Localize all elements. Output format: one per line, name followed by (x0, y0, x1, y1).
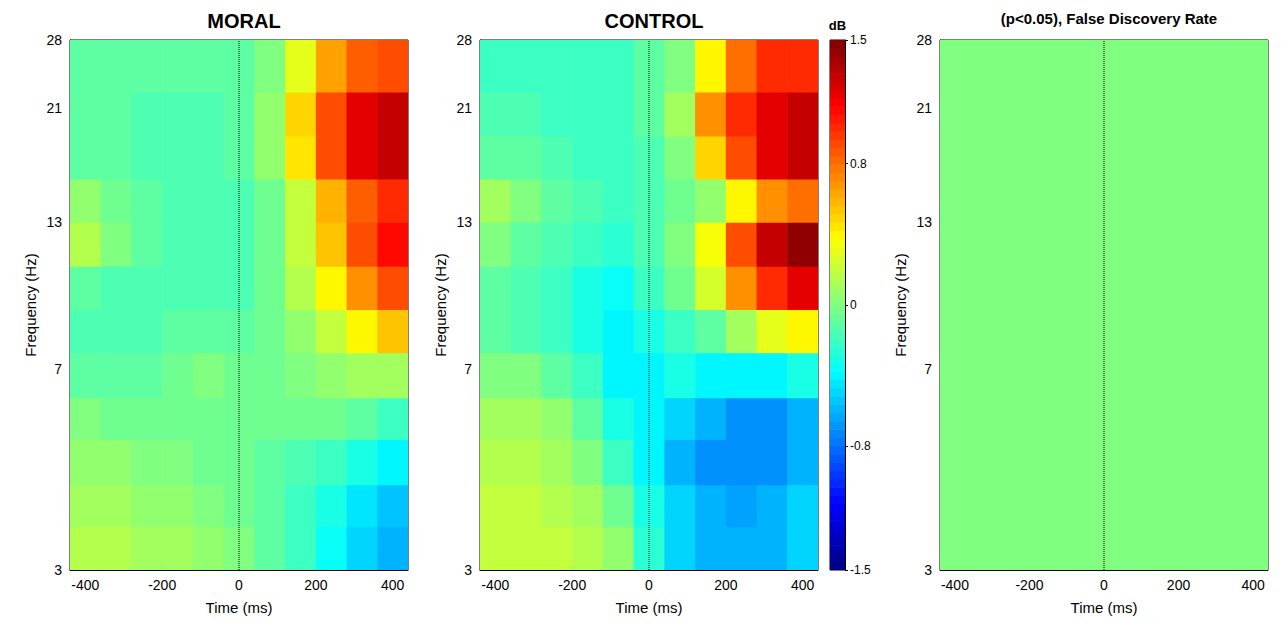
svg-text:0: 0 (850, 298, 857, 312)
svg-text:Frequency (Hz): Frequency (Hz) (892, 253, 909, 356)
svg-text:-200: -200 (1015, 577, 1043, 593)
svg-text:0: 0 (235, 577, 243, 593)
svg-text:-400: -400 (71, 577, 99, 593)
svg-text:-400: -400 (941, 577, 969, 593)
svg-text:200: 200 (714, 577, 738, 593)
svg-text:-0.8: -0.8 (850, 439, 871, 453)
svg-text:(p<0.05), False Discovery Rate: (p<0.05), False Discovery Rate (1001, 10, 1217, 27)
svg-text:1.5: 1.5 (850, 33, 867, 47)
svg-text:Frequency (Hz): Frequency (Hz) (432, 253, 449, 356)
svg-text:21: 21 (916, 100, 932, 116)
svg-text:7: 7 (464, 361, 472, 377)
svg-text:CONTROL: CONTROL (605, 10, 704, 32)
svg-text:3: 3 (54, 562, 62, 578)
svg-text:21: 21 (46, 100, 62, 116)
svg-text:-400: -400 (481, 577, 509, 593)
svg-text:7: 7 (924, 361, 932, 377)
svg-text:400: 400 (381, 577, 405, 593)
svg-text:-200: -200 (148, 577, 176, 593)
svg-text:13: 13 (456, 214, 472, 230)
svg-text:28: 28 (456, 32, 472, 48)
svg-text:200: 200 (304, 577, 328, 593)
svg-text:Time (ms): Time (ms) (206, 599, 273, 616)
svg-text:dB: dB (829, 18, 846, 33)
svg-text:7: 7 (54, 361, 62, 377)
svg-text:200: 200 (1167, 577, 1191, 593)
svg-text:3: 3 (924, 562, 932, 578)
svg-text:28: 28 (916, 32, 932, 48)
svg-text:28: 28 (46, 32, 62, 48)
svg-text:MORAL: MORAL (207, 10, 280, 32)
svg-text:Time (ms): Time (ms) (616, 599, 683, 616)
svg-text:13: 13 (916, 214, 932, 230)
svg-text:400: 400 (1241, 577, 1265, 593)
svg-text:13: 13 (46, 214, 62, 230)
svg-text:0.8: 0.8 (850, 157, 867, 171)
svg-text:Time (ms): Time (ms) (1071, 599, 1138, 616)
svg-text:-200: -200 (558, 577, 586, 593)
svg-text:-1.5: -1.5 (850, 563, 871, 577)
svg-text:0: 0 (1100, 577, 1108, 593)
svg-text:0: 0 (645, 577, 653, 593)
svg-text:21: 21 (456, 100, 472, 116)
svg-text:3: 3 (464, 562, 472, 578)
svg-text:400: 400 (791, 577, 815, 593)
svg-text:Frequency (Hz): Frequency (Hz) (22, 253, 39, 356)
